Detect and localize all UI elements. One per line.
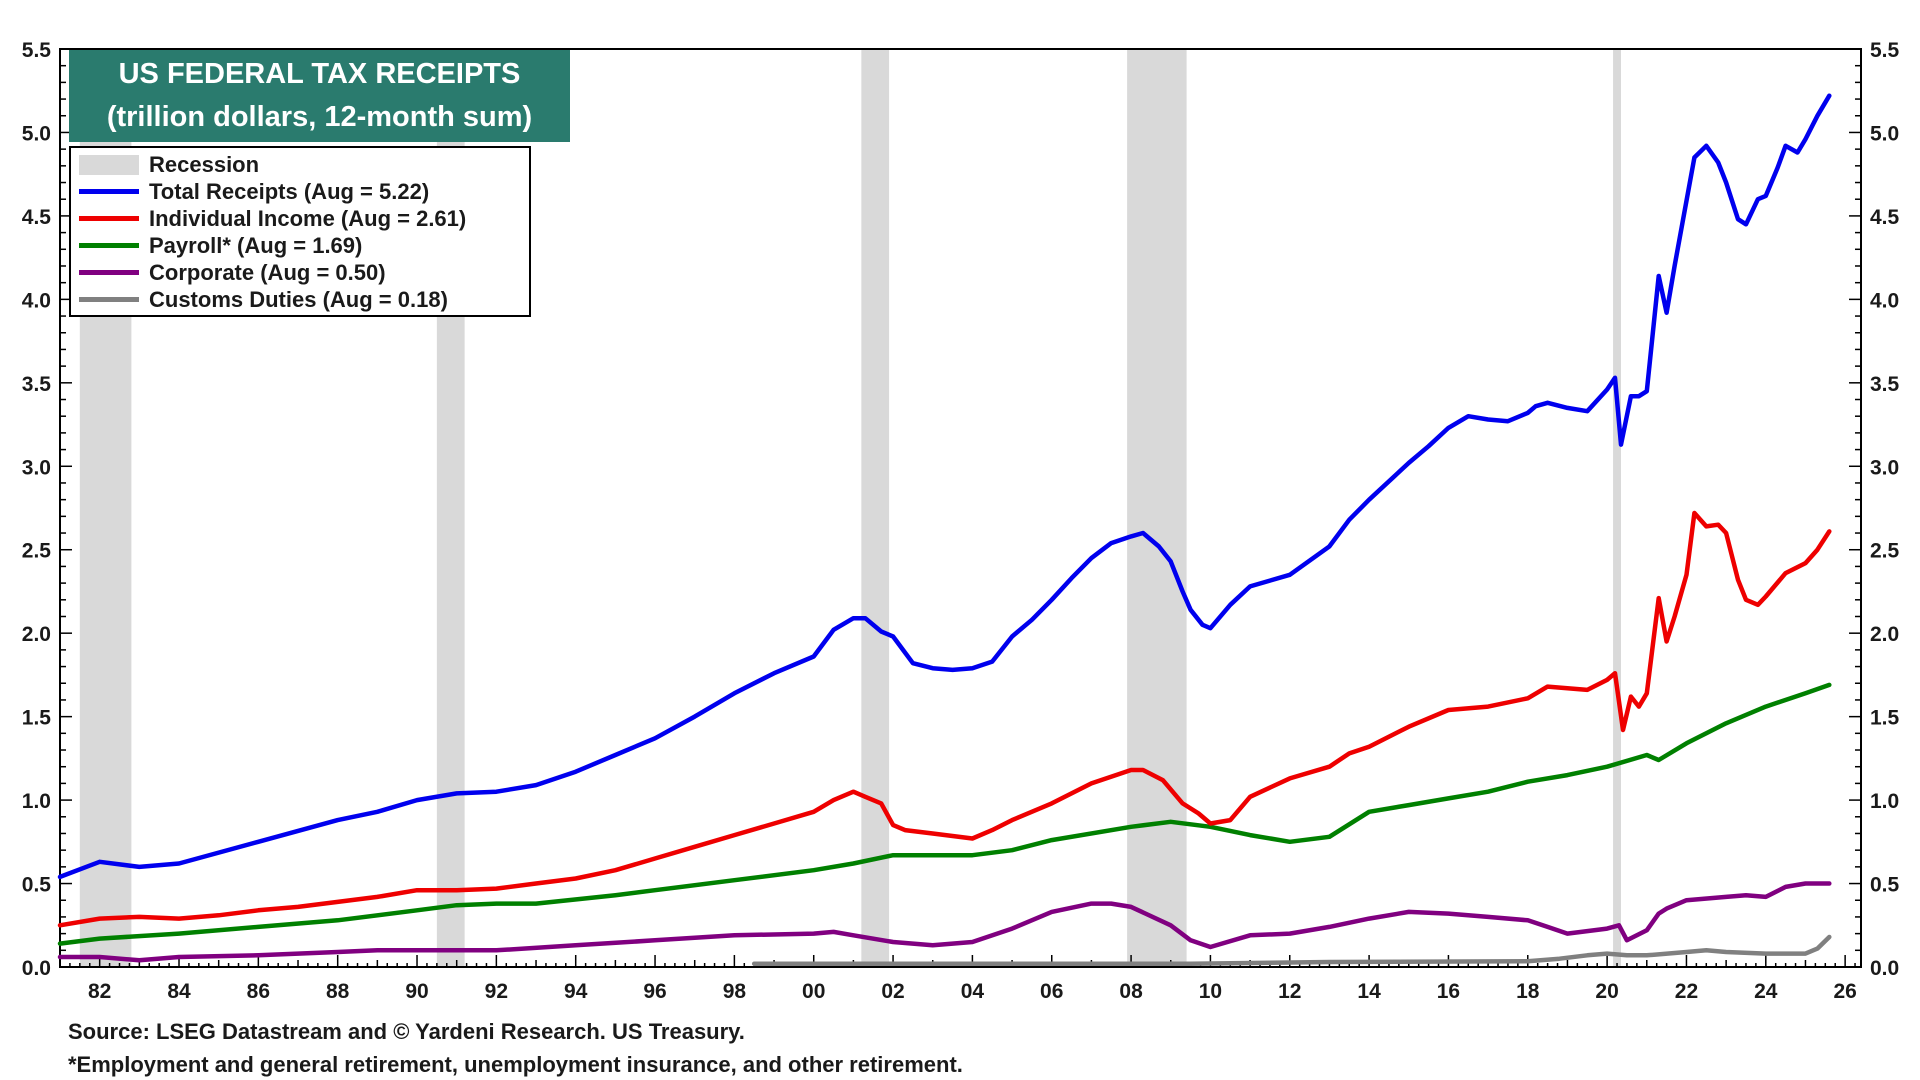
x-tick-label: 90 — [405, 980, 428, 1003]
series-corporate — [57, 881, 1832, 963]
legend-label-recession: Recession — [149, 151, 260, 177]
y-tick-label-right: 5.5 — [1870, 39, 1900, 62]
y-tick-label-right: 4.0 — [1870, 289, 1899, 312]
y-tick-label-left: 0.5 — [22, 874, 52, 897]
x-tick-label: 86 — [247, 980, 270, 1003]
y-tick-label-right: 3.5 — [1870, 373, 1900, 396]
x-tick-label: 12 — [1278, 980, 1301, 1003]
recession-band-4 — [1613, 49, 1621, 967]
y-tick-label-right: 0.0 — [1870, 957, 1899, 980]
y-tick-label-left: 2.0 — [22, 623, 51, 646]
x-tick-label: 02 — [881, 980, 904, 1003]
legend-item-customs: Customs Duties (Aug = 0.18) — [79, 286, 529, 313]
y-tick-label-left: 0.0 — [22, 957, 51, 980]
recession-band-3 — [1127, 49, 1187, 967]
x-tick-label: 92 — [485, 980, 508, 1003]
y-tick-label-left: 1.0 — [22, 790, 51, 813]
x-tick-label: 88 — [326, 980, 350, 1003]
x-tick-label: 96 — [643, 980, 666, 1003]
y-tick-label-right: 2.0 — [1870, 623, 1899, 646]
y-tick-label-right: 2.5 — [1870, 540, 1900, 563]
y-tick-label-right: 4.5 — [1870, 206, 1900, 229]
y-tick-label-left: 2.5 — [22, 540, 52, 563]
y-tick-label-left: 3.0 — [22, 456, 51, 479]
y-tick-label-right: 5.0 — [1870, 122, 1899, 145]
x-tick-label: 84 — [167, 980, 191, 1003]
y-tick-label-right: 1.5 — [1870, 707, 1900, 730]
y-tick-label-left: 5.5 — [22, 39, 52, 62]
x-tick-label: 24 — [1754, 980, 1778, 1003]
x-tick-label: 14 — [1357, 980, 1381, 1003]
x-tick-label: 20 — [1595, 980, 1618, 1003]
y-tick-label-left: 3.5 — [22, 373, 52, 396]
x-tick-label: 18 — [1516, 980, 1540, 1003]
legend-swatch-corporate — [79, 270, 139, 275]
x-tick-label: 94 — [564, 980, 588, 1003]
legend-label-payroll: Payroll* (Aug = 1.69) — [149, 232, 363, 258]
legend-item-recession: Recession — [79, 151, 529, 178]
recession-band-2 — [861, 49, 890, 967]
x-tick-label: 04 — [961, 980, 985, 1003]
y-tick-label-right: 0.5 — [1870, 874, 1900, 897]
series-individual-income — [57, 510, 1832, 928]
series-lines — [57, 93, 1832, 966]
chart-legend: Recession Total Receipts (Aug = 5.22) In… — [69, 146, 531, 317]
tick-labels: 82 84 86 88 90 92 94 96 98 00 02 04 06 08 10 12 14 16 18 20… — [22, 39, 1900, 1003]
source-note: Source: LSEG Datastream and © Yardeni Re… — [68, 1019, 745, 1044]
y-tick-label-left: 4.0 — [22, 289, 51, 312]
x-tick-label: 08 — [1119, 980, 1143, 1003]
legend-swatch-individual — [79, 216, 139, 221]
legend-item-individual: Individual Income (Aug = 2.61) — [79, 205, 529, 232]
x-tick-label: 22 — [1675, 980, 1698, 1003]
plot-frame — [59, 48, 1862, 968]
x-tick-label: 00 — [802, 980, 825, 1003]
y-tick-label-left: 4.5 — [22, 206, 52, 229]
chart-title-box: US FEDERAL TAX RECEIPTS (trillion dollar… — [69, 50, 570, 142]
legend-label-corporate: Corporate (Aug = 0.50) — [149, 259, 386, 285]
series-payroll — [57, 682, 1832, 946]
footnote: *Employment and general retirement, unem… — [68, 1052, 963, 1077]
legend-swatch-recession — [79, 154, 139, 175]
x-tick-label: 06 — [1040, 980, 1063, 1003]
y-tick-label-right: 3.0 — [1870, 456, 1899, 479]
legend-label-individual: Individual Income (Aug = 2.61) — [149, 205, 467, 231]
legend-swatch-total — [79, 189, 139, 194]
x-tick-label: 10 — [1199, 980, 1222, 1003]
y-tick-label-right: 1.0 — [1870, 790, 1899, 813]
y-tick-label-left: 1.5 — [22, 707, 52, 730]
series-total-receipts — [57, 93, 1832, 880]
legend-label-total: Total Receipts (Aug = 5.22) — [149, 178, 430, 204]
x-tick-label: 26 — [1833, 980, 1856, 1003]
x-tick-label: 98 — [723, 980, 747, 1003]
legend-swatch-customs — [79, 297, 139, 302]
x-tick-label: 82 — [88, 980, 111, 1003]
x-tick-label: 16 — [1437, 980, 1460, 1003]
legend-item-payroll: Payroll* (Aug = 1.69) — [79, 232, 529, 259]
y-tick-label-left: 5.0 — [22, 122, 51, 145]
legend-swatch-payroll — [79, 243, 139, 248]
legend-item-total: Total Receipts (Aug = 5.22) — [79, 178, 529, 205]
chart-title: US FEDERAL TAX RECEIPTS — [118, 58, 521, 90]
chart-subtitle: (trillion dollars, 12-month sum) — [106, 101, 533, 133]
legend-item-corporate: Corporate (Aug = 0.50) — [79, 259, 529, 286]
legend-label-customs: Customs Duties (Aug = 0.18) — [149, 286, 448, 312]
series-customs-duties — [751, 934, 1832, 966]
